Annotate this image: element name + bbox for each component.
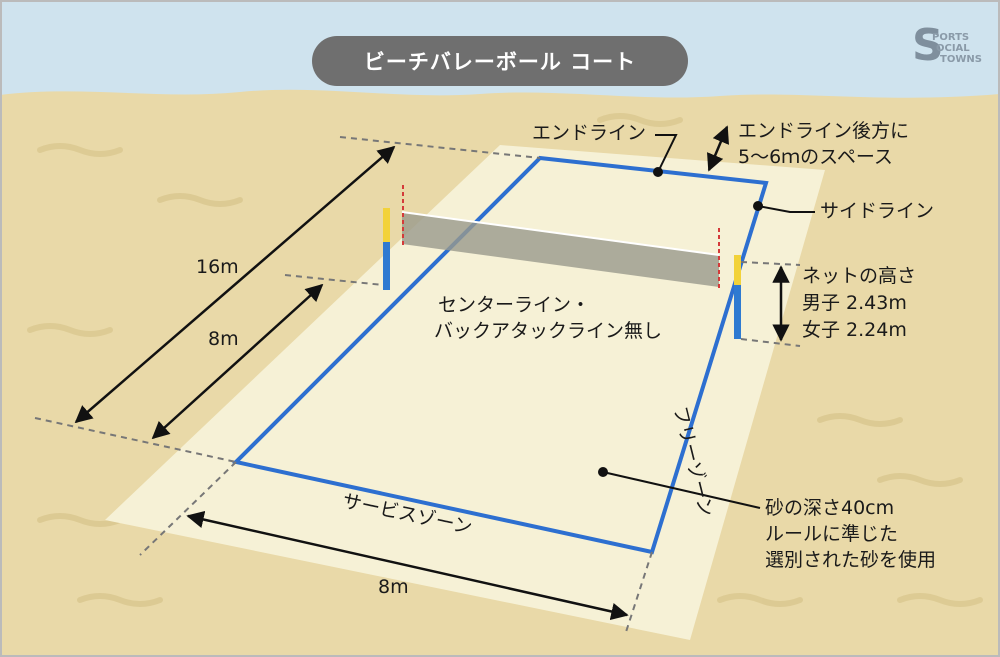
logo: S PORTS OCIAL TOWNS — [912, 20, 982, 74]
net-post-icon — [734, 283, 741, 339]
sideline-label: サイドライン — [820, 200, 935, 222]
logo-line-1: PORTS — [932, 32, 970, 43]
sand-depth-label-2: ルールに準じた — [765, 523, 899, 545]
net-post-top-right — [734, 255, 741, 285]
center-line-label-1: センターライン・ — [438, 294, 591, 316]
dim-8m-left-label: 8m — [208, 328, 239, 350]
sand-depth-label-3: 選別された砂を使用 — [765, 549, 937, 571]
title-banner: ビーチバレーボール コート — [312, 36, 688, 86]
endline-space-label-1: エンドライン後方に — [738, 120, 910, 142]
sand-depth-label-1: 砂の深さ40cm — [765, 497, 895, 519]
net-height-women: 女子 2.24m — [802, 319, 907, 341]
logo-line-2: OCIAL — [936, 43, 970, 54]
net-post-icon — [383, 240, 390, 290]
dimension-arrow-icon — [74, 125, 790, 621]
net-height-men: 男子 2.43m — [802, 292, 907, 314]
net-post-top-left — [383, 208, 390, 242]
logo-mark: S — [912, 20, 944, 71]
dim-8m-bottom-label: 8m — [378, 576, 409, 598]
callout-dot-icon — [598, 467, 608, 477]
net — [402, 212, 719, 287]
page-title: ビーチバレーボール コート — [363, 50, 637, 74]
callout-dot-icon — [753, 201, 763, 211]
endline-space-label-2: 5～6ｍのスペース — [738, 146, 893, 168]
net-top-band — [401, 211, 720, 256]
net-height-title: ネットの高さ — [802, 265, 917, 287]
center-line-label-2: バックアタックライン無し — [434, 320, 663, 342]
dim-16m-label: 16m — [196, 256, 239, 278]
endline-label: エンドライン — [532, 122, 647, 144]
callout-lines — [602, 134, 815, 509]
logo-line-3: TOWNS — [940, 54, 982, 65]
callout-dot-icon — [653, 167, 663, 177]
